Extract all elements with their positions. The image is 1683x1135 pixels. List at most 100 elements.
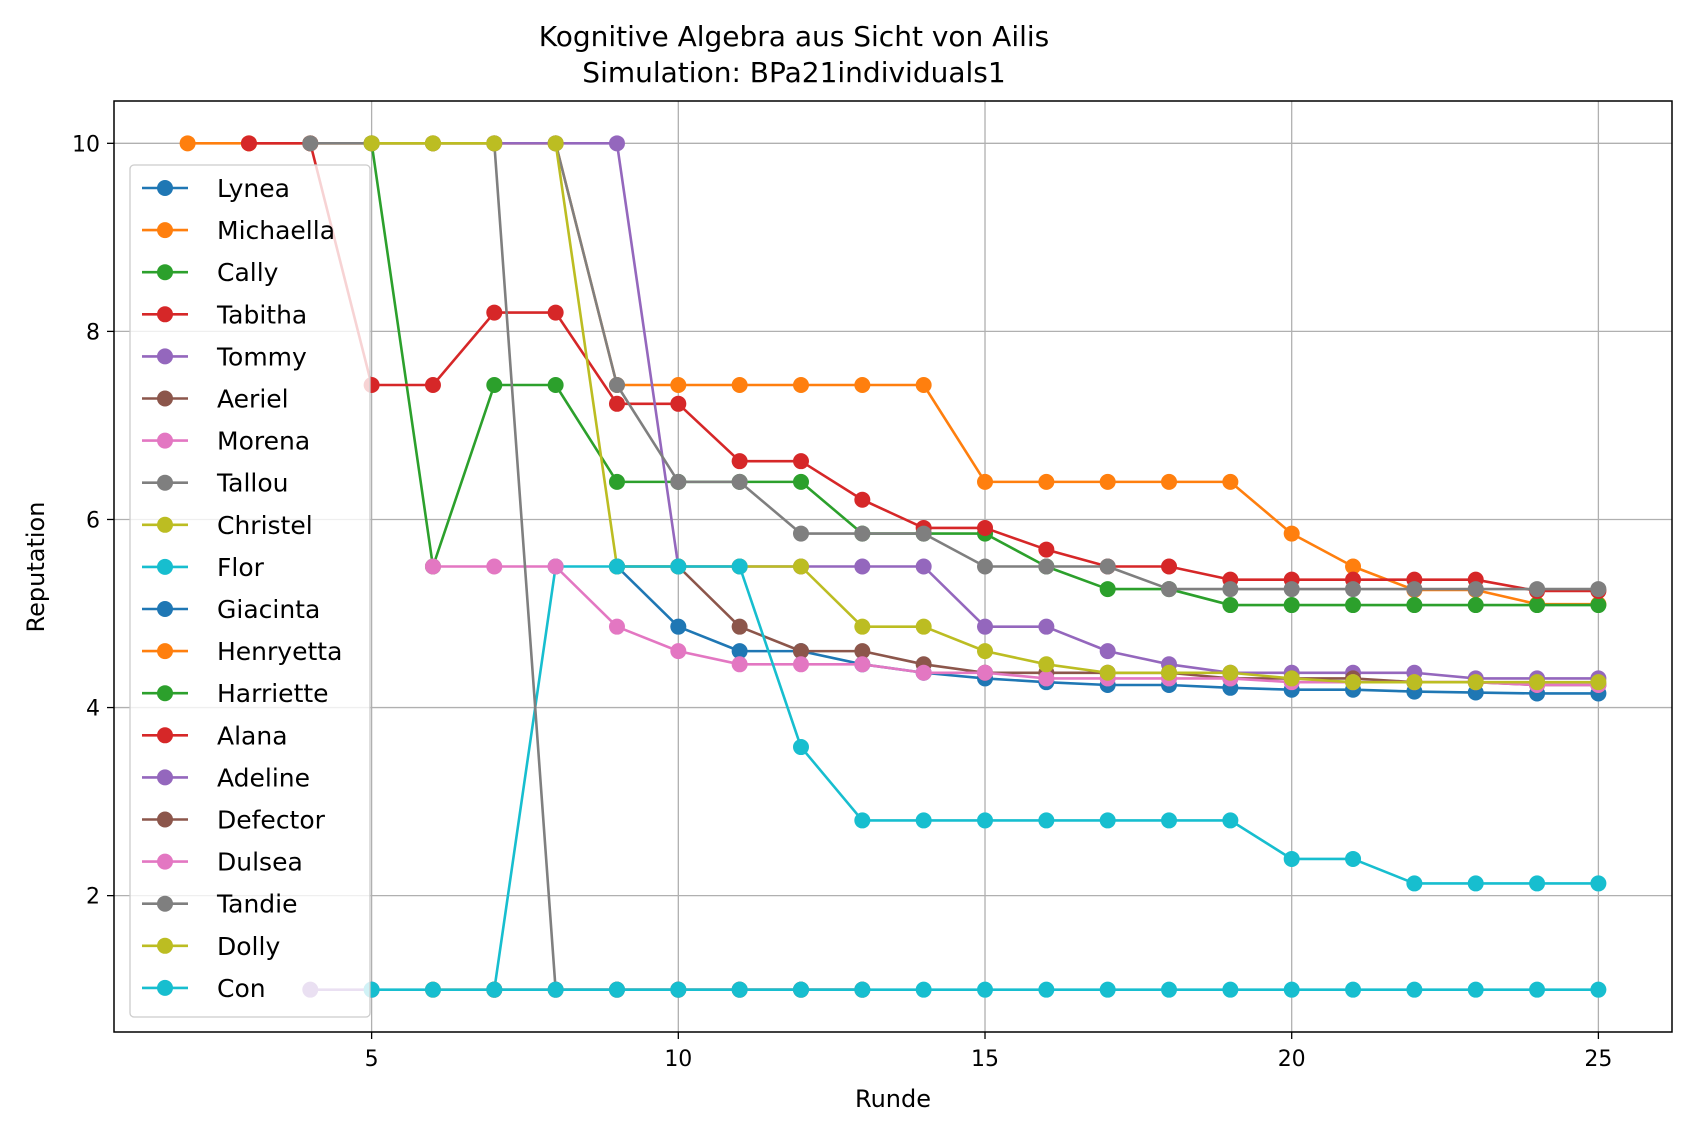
data-point [977, 981, 994, 998]
legend-marker [157, 937, 173, 954]
data-point [1038, 812, 1055, 829]
legend-marker [157, 348, 173, 365]
legend-label: Lynea [217, 174, 290, 203]
data-point [1099, 473, 1116, 490]
data-point [1467, 981, 1484, 998]
data-point [424, 558, 441, 575]
data-point [1406, 674, 1423, 691]
legend-frame [129, 164, 371, 1018]
data-point [1406, 597, 1423, 614]
data-point [1406, 981, 1423, 998]
data-point [1283, 981, 1300, 998]
data-point [854, 377, 871, 394]
y-tick-label: 10 [72, 132, 100, 157]
x-tick-label: 5 [365, 1047, 379, 1072]
data-point [1099, 812, 1116, 829]
legend-marker [157, 811, 173, 828]
data-point [1529, 875, 1546, 892]
legend-marker [157, 558, 173, 575]
series-dolly [363, 135, 503, 152]
data-point [854, 656, 871, 673]
data-point [1038, 541, 1055, 558]
legend-label: Tabitha [216, 300, 307, 329]
series-tallou [547, 135, 1607, 598]
legend-item: Harriette [142, 679, 329, 708]
legend-label: Tallou [216, 469, 288, 498]
legend-marker [157, 853, 173, 870]
legend-marker [157, 643, 173, 660]
legend-marker [157, 601, 173, 617]
data-point [179, 135, 196, 152]
data-point [1283, 581, 1300, 598]
data-point [1529, 981, 1546, 998]
data-point [547, 377, 564, 394]
legend-item: Lynea [142, 174, 290, 203]
data-point [1529, 674, 1546, 691]
data-point [1161, 812, 1178, 829]
data-point [1345, 558, 1362, 575]
data-point [486, 304, 503, 321]
series-christel [547, 135, 1607, 691]
legend-marker [157, 727, 173, 744]
data-point [1283, 670, 1300, 687]
data-point [608, 981, 625, 998]
data-point [1222, 473, 1239, 490]
legend-marker [157, 306, 173, 323]
legend-marker [157, 264, 173, 281]
data-point [1467, 875, 1484, 892]
data-point [240, 135, 257, 152]
data-point [854, 558, 871, 575]
legend-item: Alana [142, 721, 288, 750]
data-point [1038, 558, 1055, 575]
data-point [1038, 981, 1055, 998]
legend-item: Aeriel [142, 385, 289, 414]
legend-label: Defector [217, 806, 326, 835]
data-point [915, 558, 932, 575]
data-point [1161, 473, 1178, 490]
y-tick-label: 8 [86, 320, 100, 345]
data-point [1161, 581, 1178, 598]
data-point [792, 643, 809, 660]
legend-label: Dolly [217, 932, 280, 961]
y-tick-label: 2 [86, 885, 100, 910]
x-tick-label: 20 [1278, 1047, 1306, 1072]
data-point [915, 981, 932, 998]
legend-marker [157, 390, 173, 407]
data-point [1283, 597, 1300, 614]
data-point [486, 135, 503, 152]
legend-label: Giacinta [217, 595, 320, 624]
chart-title: Kognitive Algebra aus Sicht von Ailis [539, 20, 1050, 53]
series-con [363, 981, 1607, 998]
data-point [608, 377, 625, 394]
legend-label: Adeline [217, 763, 310, 792]
data-point [547, 135, 564, 152]
data-point [977, 519, 994, 536]
ticks: 5 10 15 20 25 2 4 6 8 10 [72, 132, 1612, 1072]
data-point [424, 377, 441, 394]
legend-label: Tandie [216, 890, 298, 919]
data-point [363, 135, 380, 152]
legend-marker [157, 979, 173, 996]
data-point [1345, 981, 1362, 998]
series-dulsea [424, 558, 564, 575]
data-point [915, 812, 932, 829]
data-point [486, 558, 503, 575]
legend-label: Aeriel [217, 385, 289, 414]
legend-item: Cally [142, 258, 279, 287]
x-axis-label: Runde [855, 1085, 931, 1113]
data-point [1590, 597, 1607, 614]
data-point [302, 135, 319, 152]
legend-label: Alana [217, 721, 288, 750]
legend-label: Michaella [217, 216, 335, 245]
legend-item: Dulsea [142, 848, 303, 877]
data-point [547, 558, 564, 575]
data-point [608, 135, 625, 152]
x-tick-label: 15 [971, 1047, 999, 1072]
data-point [1222, 812, 1239, 829]
data-point [486, 377, 503, 394]
data-point [731, 377, 748, 394]
data-point [977, 473, 994, 490]
data-point [915, 377, 932, 394]
legend-label: Christel [217, 511, 313, 540]
